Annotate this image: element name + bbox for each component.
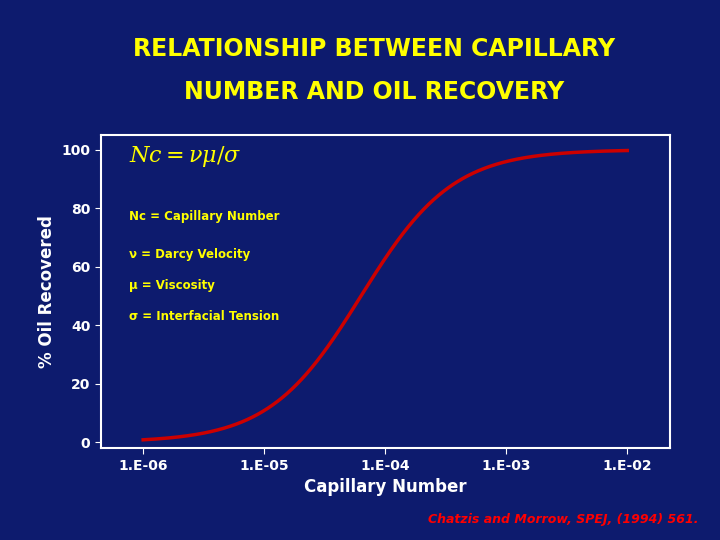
Text: NUMBER AND OIL RECOVERY: NUMBER AND OIL RECOVERY: [184, 80, 564, 104]
Text: Nc = Capillary Number: Nc = Capillary Number: [130, 210, 280, 223]
Text: Chatzis and Morrow, SPEJ, (1994) 561.: Chatzis and Morrow, SPEJ, (1994) 561.: [428, 514, 698, 526]
X-axis label: Capillary Number: Capillary Number: [304, 478, 467, 496]
Text: RELATIONSHIP BETWEEN CAPILLARY: RELATIONSHIP BETWEEN CAPILLARY: [133, 37, 616, 60]
Text: $Nc = \nu\mu/\sigma$: $Nc = \nu\mu/\sigma$: [130, 144, 242, 170]
Text: σ = Interfacial Tension: σ = Interfacial Tension: [130, 310, 279, 323]
Y-axis label: % Oil Recovered: % Oil Recovered: [38, 215, 56, 368]
Text: μ = Viscosity: μ = Viscosity: [130, 279, 215, 292]
Text: ν = Darcy Velocity: ν = Darcy Velocity: [130, 248, 251, 261]
